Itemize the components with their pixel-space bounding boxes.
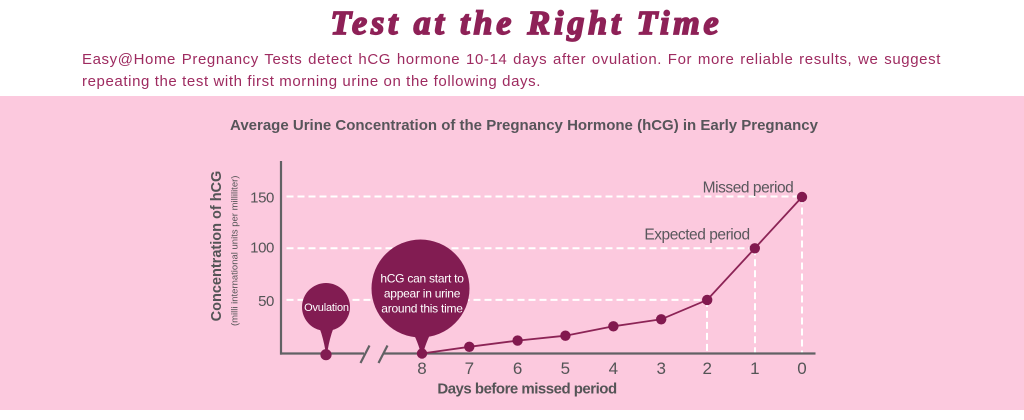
svg-text:5: 5: [561, 359, 570, 378]
svg-text:8: 8: [417, 359, 426, 378]
svg-text:0: 0: [797, 359, 806, 378]
svg-text:Ovulation: Ovulation: [304, 302, 349, 314]
svg-text:around this time: around this time: [381, 301, 463, 315]
svg-text:(milli international units per: (milli international units per millilite…: [230, 176, 241, 326]
svg-text:50: 50: [258, 293, 274, 310]
svg-text:3: 3: [656, 359, 665, 378]
svg-text:Average Urine Concentration of: Average Urine Concentration of the Pregn…: [230, 117, 819, 134]
svg-text:7: 7: [465, 359, 474, 378]
svg-text:appear in urine: appear in urine: [384, 287, 461, 301]
svg-text:150: 150: [250, 189, 274, 206]
svg-text:Expected period: Expected period: [644, 227, 749, 244]
svg-text:Missed period: Missed period: [703, 180, 794, 197]
svg-text:4: 4: [609, 359, 618, 378]
svg-text:Concentration of hCG: Concentration of hCG: [209, 171, 225, 322]
svg-text:hCG can start to: hCG can start to: [380, 272, 464, 286]
svg-text:Days before missed period: Days before missed period: [437, 380, 617, 397]
svg-text:100: 100: [250, 239, 274, 256]
svg-text:2: 2: [702, 359, 711, 378]
svg-text:1: 1: [750, 359, 759, 378]
svg-text:6: 6: [513, 359, 522, 378]
